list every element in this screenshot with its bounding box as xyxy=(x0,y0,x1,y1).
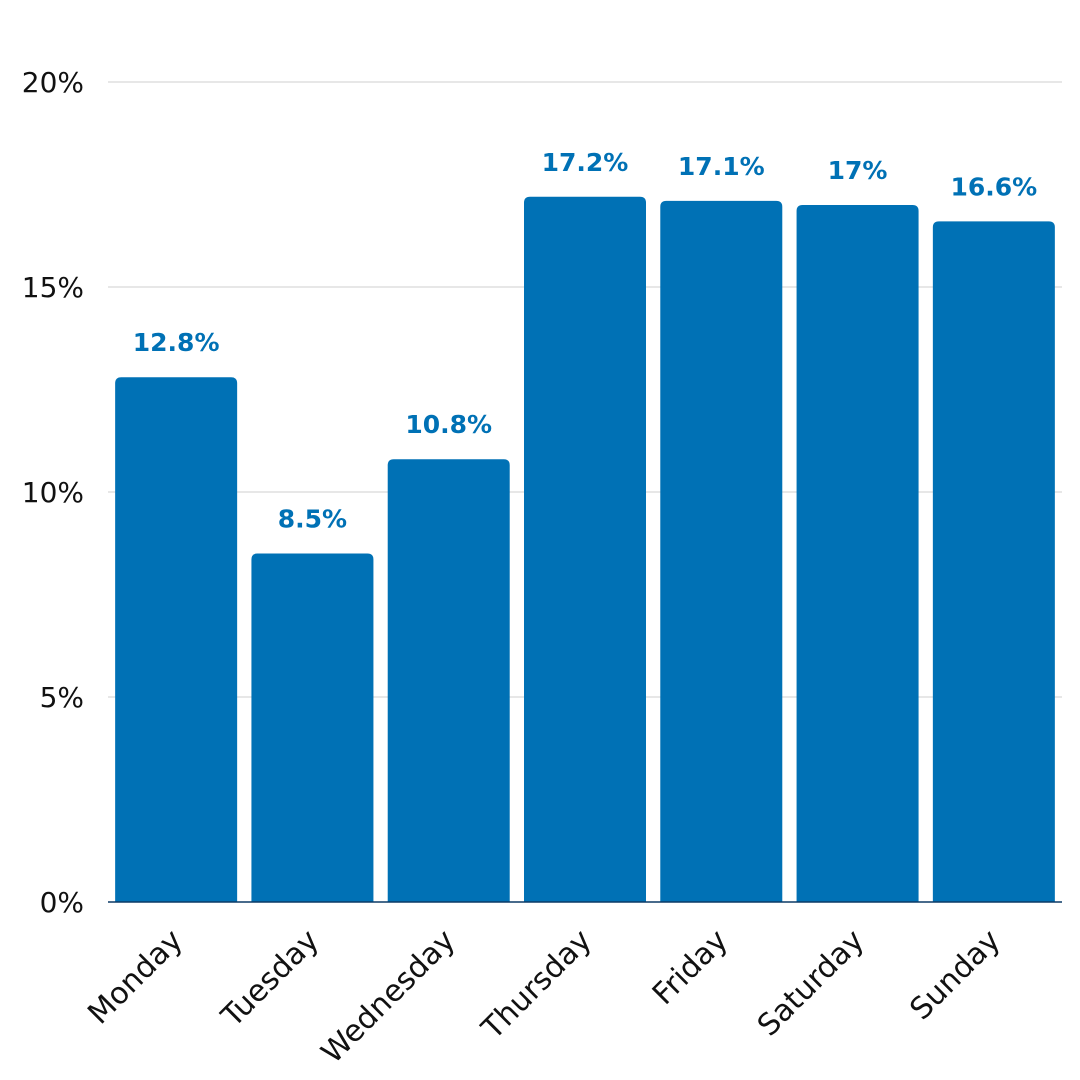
data-label: 16.6% xyxy=(950,172,1037,201)
data-labels: 12.8% 8.5% 10.8% 17.2% 17.1% 17% 16.6% xyxy=(133,148,1037,534)
bar-thursday xyxy=(524,196,646,903)
x-tick-label: Wednesday xyxy=(315,923,463,1071)
y-tick-label: 20% xyxy=(22,66,84,99)
x-tick-label: Sunday xyxy=(903,923,1007,1027)
bar-saturday xyxy=(796,205,919,902)
bar-sunday xyxy=(932,221,1055,902)
data-label: 17% xyxy=(828,156,888,185)
bar-monday xyxy=(115,377,238,902)
data-label: 8.5% xyxy=(278,505,347,534)
x-tick-label: Thursday xyxy=(475,923,599,1047)
bar-wednesday xyxy=(387,459,510,902)
data-label: 17.1% xyxy=(678,152,765,181)
bar-friday xyxy=(660,200,783,902)
y-tick-label: 5% xyxy=(40,681,84,714)
y-tick-label: 10% xyxy=(22,476,84,509)
y-axis: 0% 5% 10% 15% 20% xyxy=(22,66,84,919)
data-label: 12.8% xyxy=(133,328,220,357)
bar-tuesday xyxy=(251,553,374,902)
x-tick-label: Monday xyxy=(81,923,189,1031)
x-tick-label: Saturday xyxy=(751,923,871,1043)
x-tick-label: Friday xyxy=(646,923,735,1012)
x-tick-label: Tuesday xyxy=(214,923,326,1035)
y-tick-label: 0% xyxy=(40,886,84,919)
bars xyxy=(115,196,1055,903)
data-label: 10.8% xyxy=(405,410,492,439)
y-tick-label: 15% xyxy=(22,271,84,304)
data-label: 17.2% xyxy=(542,148,629,177)
